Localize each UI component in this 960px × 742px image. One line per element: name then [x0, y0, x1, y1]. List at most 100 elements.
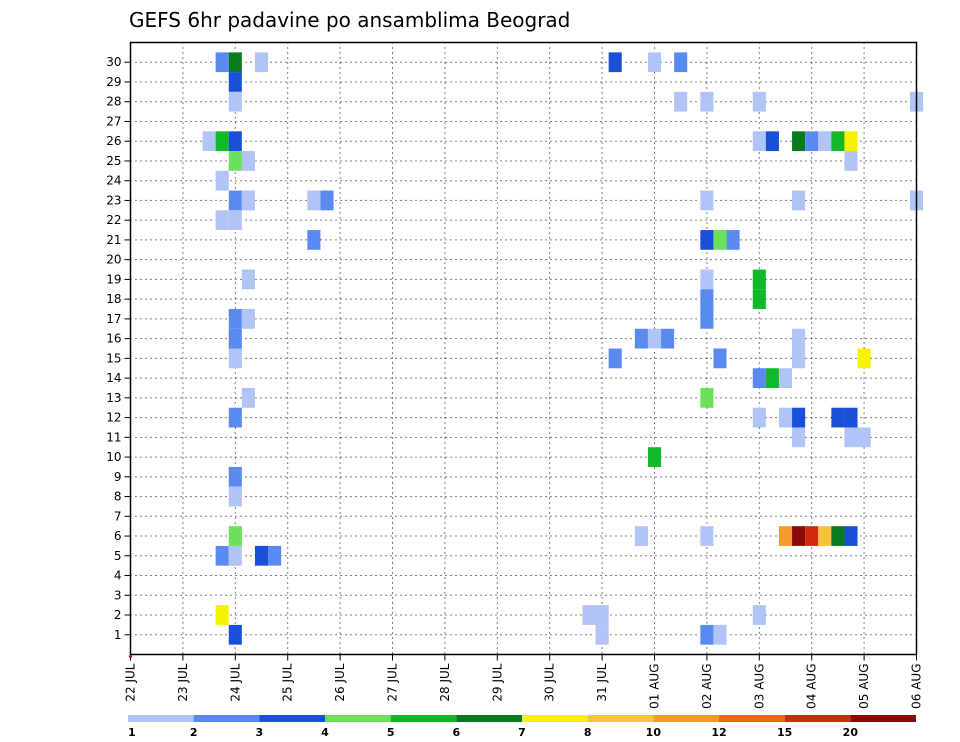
- heatmap-cell: [713, 624, 727, 645]
- heatmap-cell: [268, 545, 282, 566]
- heatmap-cell: [713, 230, 727, 250]
- heatmap-cell: [726, 230, 740, 250]
- heatmap-cell: [608, 52, 622, 73]
- heatmap-cell: [202, 131, 216, 152]
- x-tick-label: 30 JUL: [543, 663, 557, 701]
- chart-title: GEFS 6hr padavine po ansamblima Beograd: [129, 8, 570, 32]
- heatmap-cell: [241, 269, 255, 290]
- colorbar-label: 20: [843, 726, 859, 739]
- heatmap-cell: [307, 230, 321, 250]
- heatmap-cell: [792, 427, 806, 448]
- heatmap-cell: [674, 52, 688, 73]
- heatmap-cell: [700, 624, 714, 645]
- heatmap-cell: [215, 131, 229, 152]
- heatmap-cell: [765, 368, 779, 388]
- heatmap-cell: [818, 131, 832, 152]
- x-tick-label: 27 JUL: [386, 663, 400, 701]
- heatmap-cell: [647, 52, 662, 73]
- heatmap-cell: [765, 131, 779, 152]
- colorbar-label: 5: [387, 726, 395, 739]
- heatmap-cell: [831, 131, 845, 152]
- heatmap-cell: [805, 131, 819, 152]
- y-tick-label: 14: [106, 371, 121, 385]
- heatmap-cell: [228, 545, 242, 566]
- heatmap-cell: [778, 368, 793, 388]
- x-tick-label: 26 JUL: [333, 663, 347, 701]
- colorbar-segment: [522, 715, 588, 722]
- heatmap-cell: [647, 447, 662, 467]
- heatmap-cell: [661, 328, 675, 349]
- colorbar-segment: [456, 715, 522, 722]
- y-tick-label: 26: [106, 134, 121, 148]
- y-tick-label: 22: [106, 213, 121, 227]
- heatmap-cell: [778, 407, 793, 428]
- x-axis-ticks: 22 JUL 23 JUL 24 JUL 25 JUL 26 JUL 27 JUL 28 J…: [124, 654, 924, 709]
- heatmap-cell: [831, 407, 845, 428]
- colorbar-label: 4: [321, 726, 329, 739]
- heatmap-cell: [752, 368, 766, 388]
- colorbar-segment: [587, 715, 654, 722]
- x-tick-label: 04 AUG: [805, 664, 819, 709]
- x-tick-label: 01 AUG: [648, 664, 662, 709]
- heatmap-cell: [608, 348, 622, 369]
- colorbar-segment: [390, 715, 457, 722]
- x-tick-label: 22 JUL: [124, 663, 138, 701]
- y-tick-label: 12: [106, 411, 121, 425]
- heatmap-cell: [228, 486, 242, 507]
- plot-frame: [129, 41, 918, 656]
- x-tick-label: 02 AUG: [700, 664, 714, 709]
- y-tick-label: 27: [106, 114, 121, 128]
- heatmap-cell: [792, 190, 806, 211]
- heatmap-cell: [844, 131, 858, 152]
- heatmap-cell: [595, 605, 609, 625]
- colorbar-segment: [719, 715, 785, 722]
- heatmap-cell: [307, 190, 321, 211]
- heatmap-cell: [792, 526, 806, 546]
- colorbar-label: 15: [777, 726, 792, 739]
- heatmap-cell: [215, 170, 229, 191]
- heatmap-cell: [700, 190, 714, 211]
- heatmap-cell: [844, 151, 858, 171]
- y-tick-label: 19: [106, 272, 121, 286]
- colorbar-segment: [784, 715, 851, 722]
- heatmap-cell: [700, 269, 714, 290]
- heatmap-cells: [202, 52, 924, 645]
- heatmap-cell: [582, 605, 596, 625]
- y-tick-label: 2: [114, 608, 122, 622]
- heatmap-cell: [792, 328, 806, 349]
- colorbar-label: 3: [256, 726, 264, 739]
- x-tick-label: 03 AUG: [752, 664, 766, 709]
- y-tick-label: 23: [106, 193, 121, 207]
- colorbar-label: 7: [518, 726, 526, 739]
- heatmap-cell: [700, 230, 714, 250]
- heatmap-cell: [228, 210, 242, 231]
- heatmap-cell: [215, 605, 229, 625]
- colorbar: 1 2 3 4 5 6 7 8 10 12 15 20: [128, 715, 916, 739]
- heatmap-cell: [752, 407, 766, 428]
- x-tick-label: 23 JUL: [176, 663, 190, 701]
- heatmap-cell: [700, 91, 714, 112]
- y-tick-label: 9: [114, 470, 122, 484]
- heatmap-cell: [634, 526, 648, 546]
- heatmap-cell: [228, 328, 242, 349]
- heatmap-cell: [241, 151, 255, 171]
- origin-marker: [129, 655, 132, 658]
- y-tick-label: 21: [106, 233, 121, 247]
- heatmap-cell: [700, 387, 714, 408]
- colorbar-segment: [653, 715, 719, 722]
- heatmap-cell: [228, 91, 242, 112]
- heatmap-cell: [254, 52, 269, 73]
- heatmap-cell: [228, 131, 242, 152]
- colorbar-segment: [259, 715, 325, 722]
- heatmap-cell: [700, 289, 714, 310]
- y-tick-label: 5: [114, 549, 122, 563]
- heatmap-cell: [792, 348, 806, 369]
- heatmap-cell: [595, 624, 609, 645]
- heatmap-cell: [228, 151, 242, 171]
- y-tick-label: 8: [114, 490, 122, 504]
- heatmap-cell: [215, 210, 229, 231]
- y-axis-ticks: 1234567891011121314151617181920212223242…: [106, 55, 131, 642]
- heatmap-cell: [713, 348, 727, 369]
- heatmap-cell: [752, 131, 766, 152]
